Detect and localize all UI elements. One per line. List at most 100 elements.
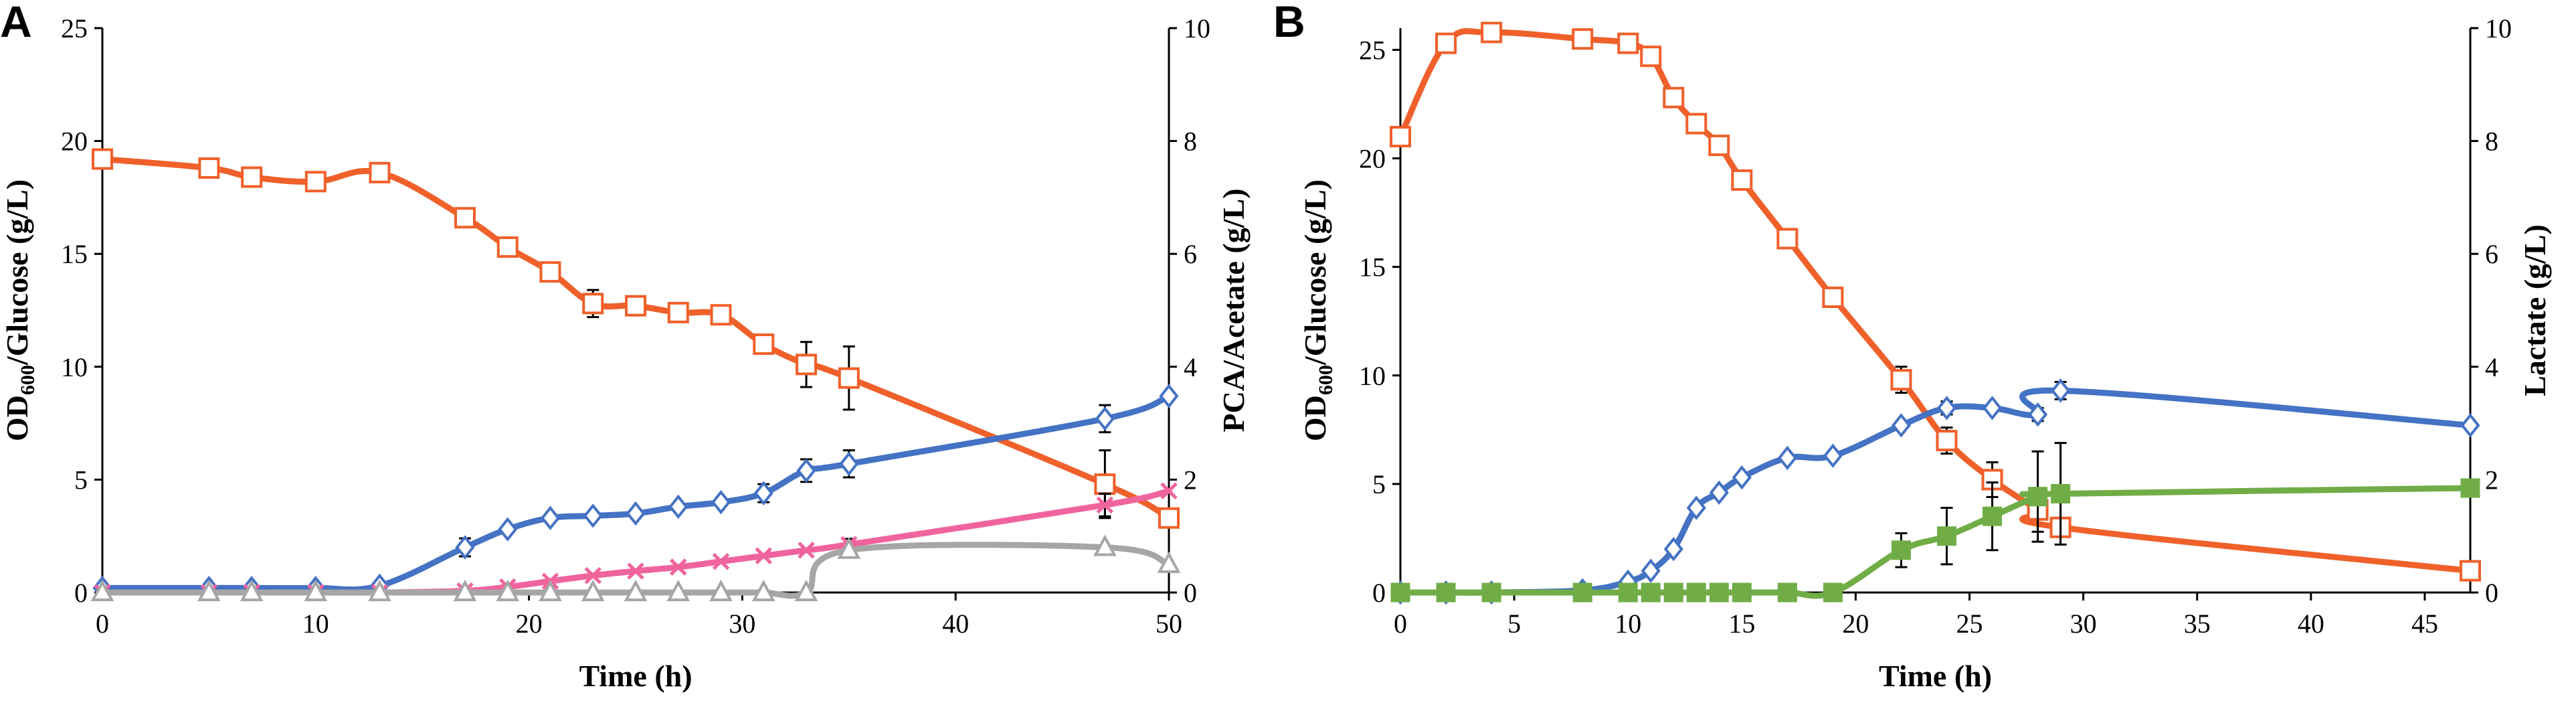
data-point-marker — [455, 535, 475, 560]
x-tick-label: 20 — [1842, 609, 1869, 639]
data-point-marker — [1093, 534, 1117, 556]
data-point-marker — [2460, 560, 2481, 582]
left-y-tick-label: 15 — [1359, 252, 1386, 283]
data-point-marker — [540, 505, 561, 530]
data-point-marker — [796, 353, 818, 376]
left-y-tick-label: 10 — [61, 352, 88, 382]
data-point-marker — [1823, 582, 1843, 603]
left-y-tick-label: 5 — [1372, 469, 1386, 499]
data-point-marker — [498, 517, 518, 542]
left-y-tick-label: 20 — [1359, 144, 1386, 174]
x-axis-title: Time (h) — [1879, 659, 1992, 693]
right-y-tick-label: 4 — [2485, 352, 2498, 382]
x-tick-label: 30 — [729, 609, 755, 639]
left-y-tick-label: 5 — [74, 465, 88, 495]
left-y-tick-label: 0 — [74, 578, 88, 608]
data-point-marker — [1641, 558, 1661, 583]
data-point-marker — [2460, 478, 2480, 498]
data-point-marker — [1158, 507, 1180, 529]
data-point-marker — [1891, 540, 1911, 560]
x-tick-label: 10 — [302, 609, 329, 639]
right-y-tick-label: 2 — [1184, 465, 1197, 495]
data-point-marker — [539, 261, 561, 283]
x-tick-label: 5 — [1507, 609, 1521, 639]
left-y-tick-label: 15 — [61, 239, 88, 269]
panel-a-letter: A — [0, 0, 32, 46]
x-tick-label: 15 — [1728, 609, 1755, 639]
x-tick-label: 25 — [1956, 609, 1983, 639]
data-point-marker — [582, 293, 604, 315]
left-y-tick-label: 25 — [1359, 35, 1386, 65]
data-point-marker — [794, 579, 818, 601]
right-y-tick-label: 10 — [1184, 13, 1210, 44]
series-acetate — [90, 534, 1181, 601]
data-point-marker — [1982, 396, 2003, 420]
data-point-marker — [1572, 28, 1594, 50]
data-point-marker — [1094, 473, 1116, 495]
data-point-marker — [624, 579, 648, 601]
data-point-marker — [712, 552, 730, 570]
data-point-marker — [304, 171, 327, 193]
data-point-marker — [2460, 413, 2480, 438]
data-point-marker — [1617, 32, 1639, 54]
data-point-marker — [1436, 582, 1456, 603]
left-y-title-subscript: 600 — [1315, 365, 1337, 395]
data-point-marker — [1159, 384, 1179, 408]
x-tick-label: 50 — [1156, 609, 1182, 639]
data-point-marker — [1890, 369, 1912, 391]
data-point-marker — [753, 333, 775, 356]
series-lactate — [1390, 442, 2480, 603]
data-point-marker — [1709, 480, 1729, 505]
data-point-marker — [1709, 582, 1729, 603]
data-point-marker — [241, 166, 263, 188]
data-point-marker — [1663, 536, 1683, 562]
left-y-title-main: OD — [0, 395, 34, 441]
data-point-marker — [1777, 445, 1797, 471]
data-point-marker — [1936, 396, 1957, 420]
data-point-marker — [837, 537, 861, 559]
data-point-marker — [1776, 228, 1799, 250]
x-tick-label: 45 — [2411, 609, 2438, 639]
data-point-marker — [197, 579, 221, 601]
data-point-marker — [1572, 582, 1592, 603]
data-point-marker — [2051, 378, 2071, 403]
x-tick-label: 30 — [2070, 609, 2097, 639]
data-point-marker — [755, 547, 773, 564]
right-y-axis-title: Lactate (g/L) — [2518, 224, 2552, 396]
right-y-tick-label: 2 — [2485, 465, 2498, 495]
right-y-tick-label: 0 — [2485, 578, 2498, 608]
left-y-axis-title: OD600/Glucose (g/L) — [1298, 179, 1337, 441]
data-point-marker — [627, 562, 644, 580]
data-point-marker — [839, 451, 859, 476]
data-point-marker — [1686, 582, 1706, 603]
data-point-marker — [1435, 32, 1457, 54]
data-point-marker — [753, 481, 773, 505]
left-y-tick-label: 0 — [1372, 578, 1386, 608]
data-point-marker — [1708, 135, 1730, 157]
left-y-title-main: OD — [1298, 395, 1332, 441]
data-point-marker — [90, 579, 114, 601]
data-point-marker — [796, 458, 816, 483]
series-line — [99, 393, 1172, 593]
data-point-marker — [1686, 495, 1706, 520]
data-point-marker — [666, 579, 691, 601]
right-y-axis-title: PCA/Acetate (g/L) — [1216, 188, 1251, 432]
right-y-tick-label: 6 — [2485, 239, 2498, 269]
left-y-axis-title: OD600/Glucose (g/L) — [0, 179, 39, 441]
data-point-marker — [369, 161, 391, 183]
left-y-title-subscript: 600 — [17, 365, 39, 395]
data-point-marker — [1777, 582, 1797, 603]
x-tick-label: 10 — [1615, 609, 1641, 639]
data-point-marker — [626, 501, 646, 526]
data-point-marker — [1685, 112, 1708, 135]
data-point-marker — [1157, 551, 1181, 573]
data-point-marker — [711, 489, 731, 515]
data-point-marker — [240, 579, 264, 601]
x-tick-label: 40 — [942, 609, 969, 639]
series-line — [99, 542, 1172, 599]
data-point-marker — [669, 558, 687, 576]
left-y-tick-label: 20 — [61, 127, 88, 157]
data-point-marker — [92, 148, 113, 170]
series-od600 — [92, 384, 1179, 601]
x-tick-label: 35 — [2184, 609, 2211, 639]
